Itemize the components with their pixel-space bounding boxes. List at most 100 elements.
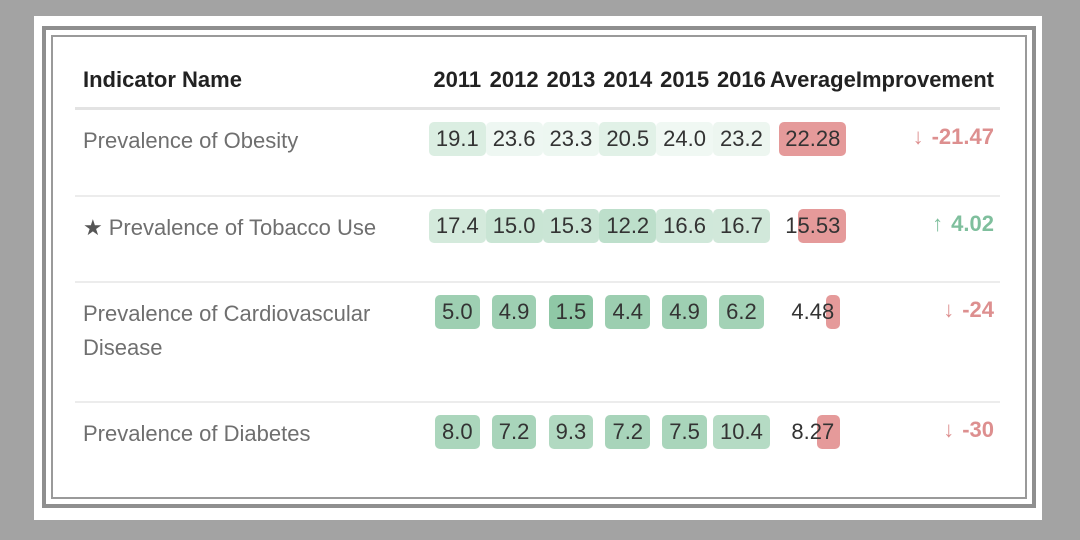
header-row: Indicator Name 2011 2012 2013 2014 2015 … (75, 54, 1000, 110)
value-2014: 7.2 (605, 415, 651, 449)
value-cell-2016: 6.2 (713, 282, 770, 403)
value-cell-2011: 19.1 (428, 108, 486, 197)
arrow-down-icon: ↓ (943, 417, 955, 442)
frame-border-inner (51, 35, 1027, 499)
column-header-2012[interactable]: 2012 (485, 54, 543, 110)
average-cell: 4.48 (769, 282, 856, 403)
value-2014: 12.2 (599, 209, 657, 243)
value-2016: 10.4 (713, 415, 770, 449)
value-cell-2012: 15.0 (485, 196, 543, 283)
indicator-name-cell: Prevalence of Diabetes (75, 402, 429, 488)
average-pill: 8.27 (787, 415, 841, 449)
improvement-value: 4.02 (951, 211, 994, 236)
indicator-table: Indicator Name 2011 2012 2013 2014 2015 … (75, 54, 1000, 488)
column-header-2013[interactable]: 2013 (542, 54, 600, 110)
value-cell-2012: 7.2 (486, 402, 543, 488)
value-2016: 23.2 (713, 121, 770, 156)
value-2013: 1.5 (548, 295, 594, 329)
arrow-up-icon: ↑ (932, 211, 944, 236)
value-cell-2012: 4.9 (485, 282, 543, 403)
value-2011: 17.4 (428, 209, 486, 243)
value-2015: 16.6 (656, 209, 713, 243)
average-bar (798, 209, 847, 243)
value-2015: 7.5 (662, 415, 707, 449)
average-cell: 15.53 (769, 196, 856, 283)
improvement-cell: ↓ -21.47 (855, 108, 1000, 197)
frame-border-outer (42, 26, 1036, 508)
value-2016: 6.2 (719, 295, 764, 329)
value-2014: 4.4 (605, 295, 651, 329)
column-header-improvement[interactable]: Improvement (855, 54, 1000, 110)
value-2013: 15.3 (542, 209, 600, 243)
value-2012: 23.6 (485, 121, 543, 156)
value-cell-2013: 15.3 (542, 196, 600, 283)
value-cell-2015: 24.0 (656, 108, 713, 197)
arrow-down-icon: ↓ (912, 123, 924, 149)
table-card: Indicator Name 2011 2012 2013 2014 2015 … (60, 42, 1018, 492)
value-cell-2014: 12.2 (599, 196, 657, 283)
column-header-2015[interactable]: 2015 (656, 54, 713, 110)
average-bar (817, 415, 841, 449)
column-header-2011[interactable]: 2011 (428, 54, 486, 110)
column-header-2016[interactable]: 2016 (713, 54, 770, 110)
value-cell-2013: 1.5 (542, 282, 600, 403)
value-cell-2011: 17.4 (428, 196, 486, 283)
value-2011: 19.1 (428, 121, 486, 156)
value-cell-2014: 20.5 (599, 108, 657, 197)
improvement-cell: ↑ 4.02 (855, 196, 1000, 283)
value-cell-2012: 23.6 (485, 108, 543, 197)
average-value: 22.28 (785, 125, 841, 151)
table-row: Prevalence of Obesity 19.1 23.6 23.3 20.5 24.… (75, 108, 1000, 197)
value-2012: 7.2 (491, 415, 537, 449)
value-2015: 4.9 (662, 295, 707, 329)
value-cell-2015: 16.6 (656, 196, 713, 283)
star-icon: ★ (83, 215, 103, 240)
table-row: ★ Prevalence of Tobacco Use 17.4 15.0 15.3 12… (75, 196, 1000, 283)
average-bar (826, 295, 841, 329)
value-cell-2011: 5.0 (428, 282, 486, 403)
value-cell-2014: 4.4 (599, 282, 657, 403)
value-cell-2015: 4.9 (656, 282, 713, 403)
indicator-name-cell: ★ Prevalence of Tobacco Use (75, 196, 429, 283)
value-cell-2016: 23.2 (713, 108, 770, 197)
value-cell-2015: 7.5 (656, 402, 713, 488)
average-cell: 8.27 (770, 402, 856, 488)
value-2012: 15.0 (485, 209, 543, 243)
value-2016: 16.7 (713, 209, 770, 243)
table-row: Prevalence of Diabetes 8.0 7.2 9.3 7.2 7.5 10.… (75, 402, 1000, 488)
average-pill: 4.48 (787, 295, 841, 329)
average-cell: 22.28 (769, 108, 856, 197)
average-value: 4.48 (791, 299, 835, 324)
indicator-name-cell: Prevalence of Cardiovascular Disease (75, 282, 429, 403)
table-row: Prevalence of Cardiovascular Disease 5.0 4… (75, 282, 1000, 403)
value-2014: 20.5 (599, 121, 657, 156)
value-cell-2011: 8.0 (429, 402, 486, 488)
value-cell-2016: 16.7 (713, 196, 770, 283)
value-2011: 5.0 (434, 295, 480, 329)
arrow-down-icon: ↓ (943, 297, 955, 322)
column-header-indicator-name[interactable]: Indicator Name (75, 54, 429, 110)
value-2015: 24.0 (656, 121, 713, 156)
value-2013: 9.3 (548, 415, 594, 449)
value-2011: 8.0 (434, 415, 480, 449)
column-header-2014[interactable]: 2014 (599, 54, 657, 110)
average-pill: 22.28 (779, 121, 847, 156)
average-bar (779, 121, 847, 156)
indicator-name-cell: Prevalence of Obesity (75, 108, 429, 197)
value-cell-2014: 7.2 (599, 402, 656, 488)
improvement-value: -30 (962, 417, 994, 442)
value-2012: 4.9 (491, 295, 537, 329)
value-cell-2013: 23.3 (542, 108, 600, 197)
indicator-name: Prevalence of Tobacco Use (108, 215, 377, 240)
improvement-cell: ↓ -24 (855, 282, 1000, 403)
indicator-name: Prevalence of Diabetes (83, 421, 311, 446)
value-2013: 23.3 (542, 121, 600, 156)
column-header-average[interactable]: Average (769, 54, 856, 110)
average-value: 8.27 (791, 419, 835, 444)
average-pill: 15.53 (781, 209, 847, 243)
improvement-cell: ↓ -30 (856, 402, 1000, 488)
value-cell-2013: 9.3 (543, 402, 600, 488)
indicator-name: Prevalence of Obesity (83, 127, 299, 153)
improvement-value: -21.47 (931, 123, 994, 149)
indicator-name: Prevalence of Cardiovascular Disease (83, 301, 371, 360)
